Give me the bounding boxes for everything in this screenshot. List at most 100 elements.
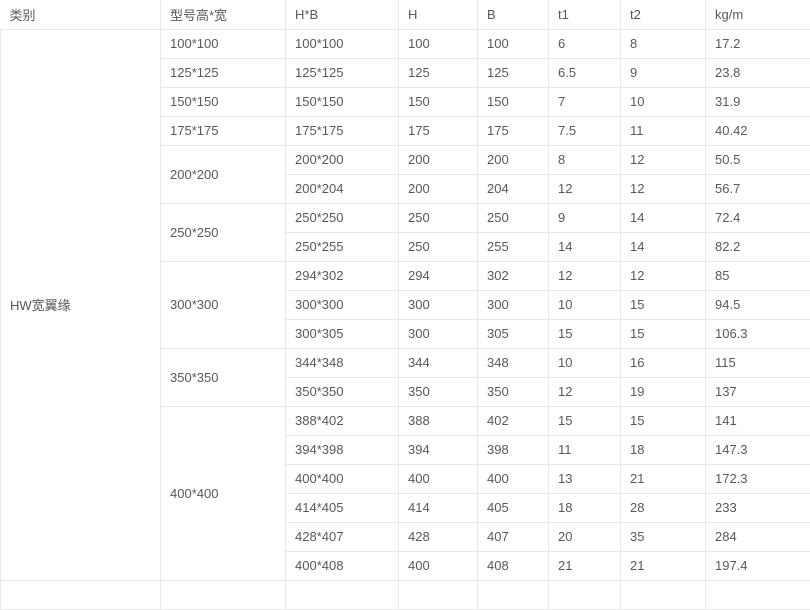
cell-t2: 8 [621, 29, 706, 58]
cell-h: 175 [399, 116, 478, 145]
header-t2: t2 [621, 0, 706, 29]
cell-b: 300 [478, 290, 549, 319]
cell-t2: 15 [621, 290, 706, 319]
cell-t2: 14 [621, 203, 706, 232]
cell-b: 400 [478, 464, 549, 493]
cell-hb: 300*300 [286, 290, 399, 319]
partial-row [1, 580, 810, 609]
cell-t2: 16 [621, 348, 706, 377]
cell-h: 300 [399, 319, 478, 348]
cell-t1: 6.5 [549, 58, 621, 87]
cell-b: 407 [478, 522, 549, 551]
cell-h: 350 [399, 377, 478, 406]
cell-hb: 175*175 [286, 116, 399, 145]
cell-h: 400 [399, 551, 478, 580]
cell-h: 294 [399, 261, 478, 290]
cell-hb: 200*200 [286, 145, 399, 174]
cell-t2: 35 [621, 522, 706, 551]
header-t1: t1 [549, 0, 621, 29]
model-cell: 250*250 [161, 203, 286, 261]
cell-kgm: 72.4 [706, 203, 810, 232]
empty-cell [399, 580, 478, 609]
cell-hb: 100*100 [286, 29, 399, 58]
cell-h: 394 [399, 435, 478, 464]
cell-h: 125 [399, 58, 478, 87]
cell-kgm: 56.7 [706, 174, 810, 203]
cell-h: 250 [399, 203, 478, 232]
cell-h: 388 [399, 406, 478, 435]
cell-b: 305 [478, 319, 549, 348]
empty-cell [1, 580, 161, 609]
cell-hb: 394*398 [286, 435, 399, 464]
cell-kgm: 115 [706, 348, 810, 377]
cell-kgm: 106.3 [706, 319, 810, 348]
cell-t2: 9 [621, 58, 706, 87]
empty-cell [286, 580, 399, 609]
cell-t1: 15 [549, 319, 621, 348]
cell-b: 302 [478, 261, 549, 290]
cell-t2: 18 [621, 435, 706, 464]
cell-b: 200 [478, 145, 549, 174]
model-cell: 200*200 [161, 145, 286, 203]
cell-t1: 13 [549, 464, 621, 493]
cell-t2: 21 [621, 464, 706, 493]
cell-kgm: 85 [706, 261, 810, 290]
header-category: 类别 [1, 0, 161, 29]
cell-kgm: 23.8 [706, 58, 810, 87]
cell-h: 250 [399, 232, 478, 261]
cell-b: 255 [478, 232, 549, 261]
empty-cell [478, 580, 549, 609]
cell-kgm: 50.5 [706, 145, 810, 174]
cell-b: 250 [478, 203, 549, 232]
cell-h: 150 [399, 87, 478, 116]
model-cell: 100*100 [161, 29, 286, 58]
cell-hb: 300*305 [286, 319, 399, 348]
cell-t2: 10 [621, 87, 706, 116]
cell-b: 100 [478, 29, 549, 58]
cell-t1: 15 [549, 406, 621, 435]
cell-kgm: 82.2 [706, 232, 810, 261]
cell-kgm: 233 [706, 493, 810, 522]
cell-h: 200 [399, 145, 478, 174]
cell-t1: 21 [549, 551, 621, 580]
empty-cell [621, 580, 706, 609]
cell-hb: 388*402 [286, 406, 399, 435]
cell-t1: 12 [549, 377, 621, 406]
cell-kgm: 197.4 [706, 551, 810, 580]
cell-b: 204 [478, 174, 549, 203]
cell-t2: 28 [621, 493, 706, 522]
cell-t2: 15 [621, 319, 706, 348]
cell-kgm: 94.5 [706, 290, 810, 319]
cell-t1: 8 [549, 145, 621, 174]
cell-hb: 125*125 [286, 58, 399, 87]
cell-hb: 250*250 [286, 203, 399, 232]
cell-t2: 11 [621, 116, 706, 145]
header-kgm: kg/m [706, 0, 810, 29]
cell-kgm: 31.9 [706, 87, 810, 116]
empty-cell [706, 580, 810, 609]
cell-hb: 428*407 [286, 522, 399, 551]
cell-t2: 12 [621, 261, 706, 290]
cell-t1: 10 [549, 290, 621, 319]
cell-h: 200 [399, 174, 478, 203]
cell-t2: 12 [621, 174, 706, 203]
cell-t2: 14 [621, 232, 706, 261]
cell-t1: 12 [549, 261, 621, 290]
cell-t1: 18 [549, 493, 621, 522]
model-cell: 150*150 [161, 87, 286, 116]
cell-kgm: 284 [706, 522, 810, 551]
cell-kgm: 17.2 [706, 29, 810, 58]
cell-t1: 10 [549, 348, 621, 377]
cell-t1: 7.5 [549, 116, 621, 145]
cell-kgm: 40.42 [706, 116, 810, 145]
cell-kgm: 137 [706, 377, 810, 406]
cell-t1: 14 [549, 232, 621, 261]
cell-h: 300 [399, 290, 478, 319]
cell-hb: 250*255 [286, 232, 399, 261]
empty-cell [549, 580, 621, 609]
cell-b: 350 [478, 377, 549, 406]
cell-hb: 200*204 [286, 174, 399, 203]
cell-kgm: 141 [706, 406, 810, 435]
